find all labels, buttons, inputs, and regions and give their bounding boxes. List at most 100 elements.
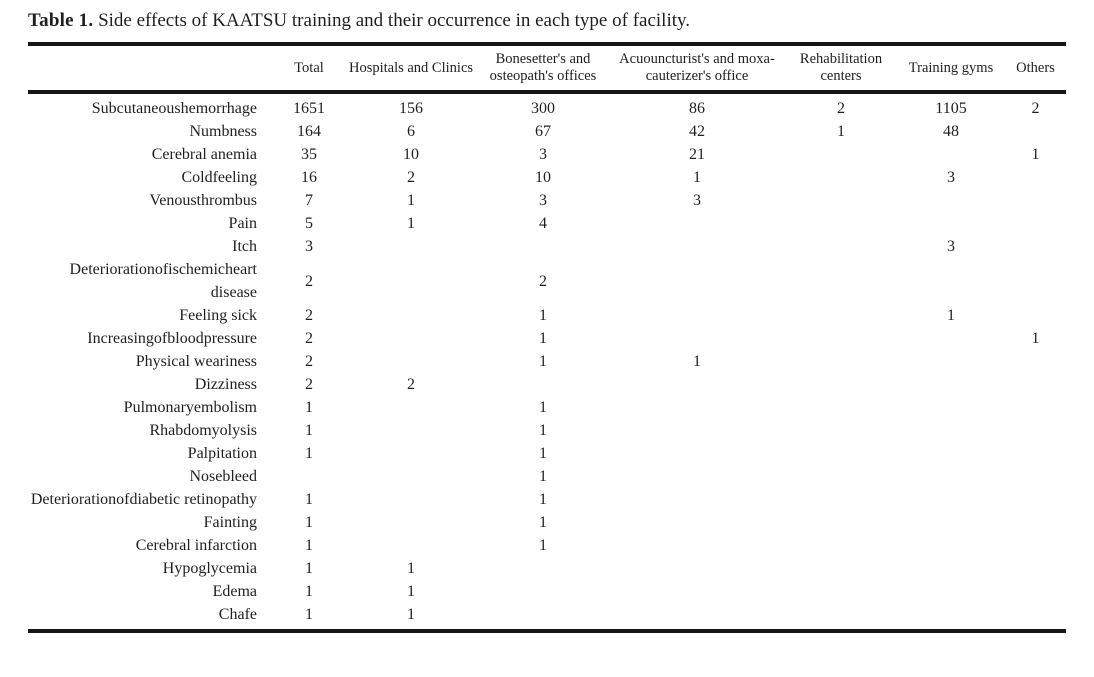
cell: 6 (407, 123, 415, 140)
cell (609, 212, 785, 235)
cell: 67 (535, 123, 551, 140)
table-row: Pulmonaryembolism 1 1 (28, 396, 1066, 419)
cell (477, 235, 609, 258)
cell (345, 465, 477, 488)
table-row: Increasingofbloodpressure 2 1 1 (28, 327, 1066, 350)
cell (785, 396, 897, 419)
cell (477, 373, 609, 396)
cell (897, 396, 1005, 419)
cell: 3 (693, 192, 701, 209)
cell (345, 235, 477, 258)
cell (1005, 304, 1066, 327)
cell (785, 327, 897, 350)
cell: 1 (539, 445, 547, 462)
cell (609, 603, 785, 631)
cell: 156 (399, 100, 423, 117)
table-body: Subcutaneoushemorrhage 1651 156 300 86 2 1105 2… (28, 92, 1066, 631)
cell (897, 488, 1005, 511)
cell (273, 465, 345, 488)
cell (897, 442, 1005, 465)
cell (785, 580, 897, 603)
cell (785, 488, 897, 511)
cell (897, 580, 1005, 603)
table-row: Deteriorationofdiabetic retinopathy 1 1 (28, 488, 1066, 511)
cell (609, 235, 785, 258)
cell (785, 258, 897, 304)
column-header: Hospitals and Clinics (345, 44, 477, 94)
cell: 1 (305, 514, 313, 531)
cell: 1 (407, 583, 415, 600)
row-label: Cerebral infarction (135, 537, 257, 554)
cell: 1 (305, 560, 313, 577)
row-label: Subcutaneoushemorrhage (91, 100, 257, 117)
cell (1005, 580, 1066, 603)
row-label: Increasingofbloodpressure (87, 330, 257, 347)
cell (1005, 166, 1066, 189)
cell: 2 (407, 376, 415, 393)
row-label: Fainting (203, 514, 257, 531)
cell (1005, 511, 1066, 534)
cell: 1 (539, 468, 547, 485)
cell (1005, 189, 1066, 212)
table-row: Numbness 164 6 67 42 1 48 (28, 120, 1066, 143)
cell (785, 511, 897, 534)
table-row: Rhabdomyolysis 1 1 (28, 419, 1066, 442)
cell (785, 189, 897, 212)
row-label: Numbness (189, 123, 257, 140)
side-effects-table: Total Hospitals and Clinics Bonesetter's a… (28, 42, 1066, 633)
table-row: Feeling sick 2 1 1 (28, 304, 1066, 327)
cell: 1 (305, 583, 313, 600)
cell: 3 (947, 169, 955, 186)
cell: 3 (947, 238, 955, 255)
row-label: Nosebleed (189, 468, 257, 485)
cell (897, 511, 1005, 534)
cell (897, 373, 1005, 396)
cell: 1105 (935, 100, 967, 117)
cell (345, 304, 477, 327)
row-label: Rhabdomyolysis (149, 422, 257, 439)
cell (345, 327, 477, 350)
cell: 42 (689, 123, 705, 140)
table-row: Itch 3 3 (28, 235, 1066, 258)
cell (785, 166, 897, 189)
row-label: Physical weariness (135, 353, 257, 370)
row-label: Pulmonaryembolism (123, 399, 257, 416)
cell (609, 258, 785, 304)
cell (897, 419, 1005, 442)
cell (345, 488, 477, 511)
cell (1005, 419, 1066, 442)
cell: 1 (305, 422, 313, 439)
cell (897, 603, 1005, 631)
cell (1005, 212, 1066, 235)
cell (1005, 465, 1066, 488)
cell: 1 (539, 537, 547, 554)
cell (785, 143, 897, 166)
cell (897, 143, 1005, 166)
table-caption-label: Table 1. (28, 10, 94, 31)
cell (1005, 350, 1066, 373)
cell: 2 (1031, 100, 1040, 117)
cell: 3 (539, 146, 547, 163)
cell (785, 534, 897, 557)
column-header: Total (273, 44, 345, 94)
cell: 2 (305, 272, 313, 290)
cell (609, 465, 785, 488)
cell (1005, 258, 1066, 304)
cell: 1 (539, 422, 547, 439)
cell (785, 465, 897, 488)
cell (345, 258, 477, 304)
cell: 4 (539, 215, 547, 232)
table-row: Cerebral infarction 1 1 (28, 534, 1066, 557)
cell: 1 (539, 330, 547, 347)
cell: 164 (297, 123, 321, 140)
row-label: Itch (232, 238, 257, 255)
row-label: Hypoglycemia (162, 560, 257, 577)
cell (477, 603, 609, 631)
cell (785, 235, 897, 258)
cell: 16 (301, 169, 317, 186)
cell: 1 (539, 353, 547, 370)
cell (785, 603, 897, 631)
cell: 7 (305, 192, 313, 209)
cell: 1 (305, 399, 313, 416)
row-label: Deteriorationofischemicheart disease (69, 261, 257, 301)
